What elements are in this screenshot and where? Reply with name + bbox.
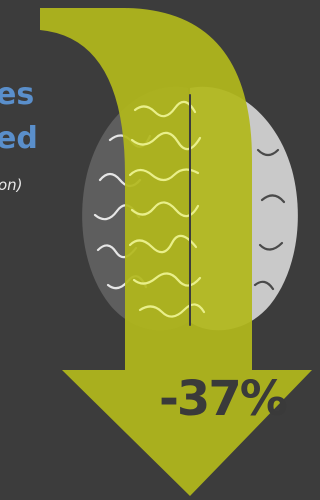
heading-line-2: ed bbox=[0, 121, 38, 156]
heading-line-1: es bbox=[0, 77, 34, 112]
infographic: es ed on) -37% bbox=[0, 0, 318, 500]
note: on) bbox=[0, 176, 23, 194]
page: {"texts": {"line1": "es", "line2": "ed",… bbox=[0, 0, 318, 500]
change-label: -37% bbox=[159, 371, 287, 427]
